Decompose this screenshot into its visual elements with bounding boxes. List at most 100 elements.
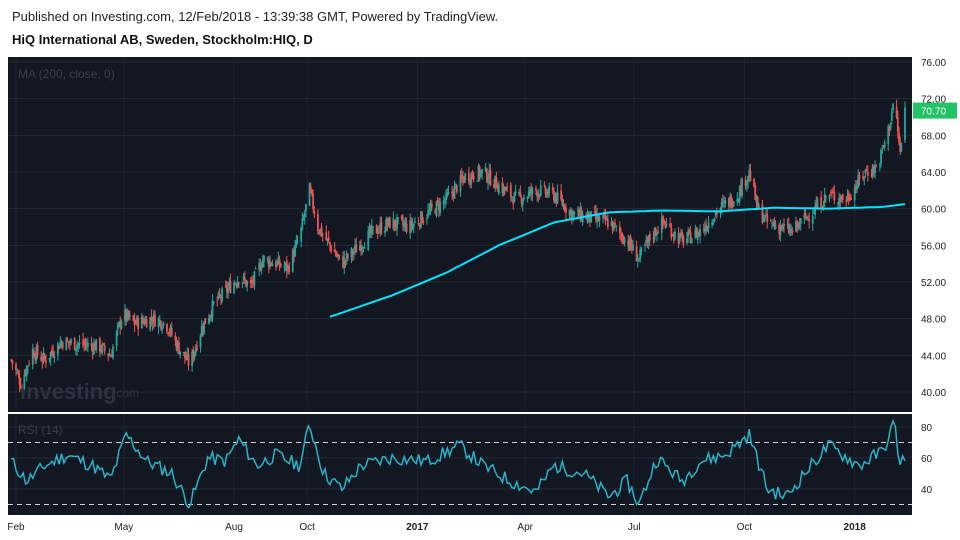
candlestick-series[interactable] (10, 99, 906, 392)
candle-body (119, 320, 122, 328)
last-price-value: 70.70 (921, 107, 946, 118)
candle-body (628, 238, 631, 250)
candle-body (866, 172, 869, 176)
candle-body (69, 341, 71, 344)
candle-body (881, 148, 884, 150)
rsi-pane-background (8, 414, 912, 515)
candle-body (526, 196, 529, 199)
candle-body (580, 209, 583, 221)
candle-body (603, 213, 606, 216)
candle-body (671, 235, 674, 236)
candle-body (351, 250, 354, 255)
candle-body (620, 234, 622, 236)
candle-body (461, 176, 464, 179)
candle-body (313, 211, 316, 215)
candle-body (378, 230, 380, 232)
candle-body (417, 223, 420, 224)
candle-body (747, 176, 749, 183)
candle-body (379, 223, 382, 230)
candle-body (98, 338, 101, 352)
candle-body (411, 224, 414, 229)
candle-body (338, 255, 341, 256)
rsi-axis[interactable]: 80 60 40 (921, 423, 933, 496)
candle-body (445, 192, 448, 200)
candle-body (186, 353, 189, 359)
candle-body (887, 126, 890, 145)
candle-body (880, 149, 882, 164)
candle-body (82, 339, 84, 346)
candle-body (199, 335, 202, 348)
candle-body (825, 196, 827, 198)
candle-body (427, 210, 430, 217)
candle-body (588, 213, 591, 222)
candle-body (845, 200, 848, 203)
candle-body (90, 343, 93, 346)
candle-body (115, 331, 118, 347)
candle-body (647, 235, 650, 243)
candle-body (636, 259, 639, 262)
candle-body (874, 166, 876, 174)
candle-body (158, 319, 161, 321)
candle-body (888, 126, 891, 132)
candle-body (143, 321, 146, 325)
candle-body (648, 234, 651, 241)
candle-body (312, 193, 315, 210)
candle-body (152, 313, 155, 323)
rsi-line[interactable] (11, 419, 906, 509)
candle-body (780, 225, 783, 230)
candle-body (52, 351, 55, 357)
candle-body (547, 192, 549, 196)
candle-body (514, 191, 517, 194)
candle-body (535, 188, 537, 191)
candle-body (467, 173, 470, 183)
candle-body (174, 335, 177, 340)
candle-body (831, 192, 833, 194)
candle-body (193, 352, 196, 358)
candle-body (481, 169, 483, 174)
candle-body (145, 319, 148, 328)
candle-body (287, 265, 289, 269)
candle-body (393, 219, 396, 227)
candle-body (170, 328, 173, 336)
candle-body (84, 342, 87, 345)
candle-body (598, 217, 601, 221)
candle-body (309, 185, 312, 192)
candle-body (846, 195, 849, 200)
candle-body (713, 217, 716, 222)
candle-body (554, 195, 557, 202)
main-pane-background (8, 57, 912, 412)
candle-body (871, 166, 874, 177)
candle-body (254, 268, 257, 270)
candle-body (346, 254, 349, 259)
candle-body (487, 180, 489, 183)
candle-body (711, 222, 714, 225)
candle-body (94, 343, 96, 351)
ma-200-line[interactable] (329, 203, 906, 318)
price-axis[interactable]: 76.00 72.00 68.00 64.00 60.00 56.00 52.00 48.00… (921, 58, 946, 399)
time-axis[interactable]: Feb May Aug Oct 2017 Apr Jul Oct 2018 (7, 522, 866, 533)
candle-body (506, 187, 509, 188)
candle-body (627, 240, 630, 247)
candle-body (168, 331, 171, 333)
candle-body (654, 228, 657, 236)
candle-body (328, 242, 331, 246)
candle-body (263, 256, 265, 262)
candle-body (237, 282, 240, 284)
candle-body (638, 258, 640, 259)
candle-body (320, 226, 323, 236)
ma-indicator-label[interactable]: MA (200, close, 0) (18, 67, 115, 81)
candle-body (311, 189, 313, 195)
candle-body (755, 196, 758, 203)
candle-body (704, 227, 706, 232)
candle-body (678, 233, 681, 242)
candle-body (519, 191, 522, 196)
candle-body (166, 323, 168, 332)
candle-body (120, 321, 123, 329)
rsi-indicator-label[interactable]: RSI (14) (18, 423, 63, 437)
candle-body (442, 200, 445, 204)
candle-body (761, 204, 764, 223)
candle-body (261, 259, 264, 268)
price-tick-label: 64.00 (921, 168, 946, 179)
candle-body (296, 241, 299, 243)
